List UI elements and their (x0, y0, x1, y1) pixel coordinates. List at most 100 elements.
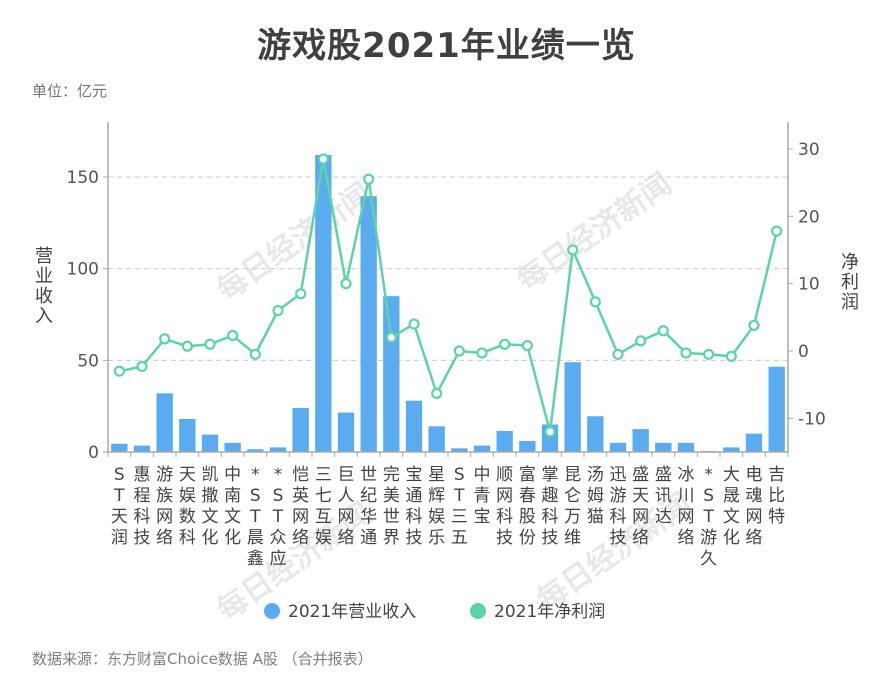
bar-revenue (292, 408, 309, 452)
x-tick-label: S T 三五 (451, 465, 468, 548)
bar-revenue (745, 433, 763, 452)
bar-revenue (383, 296, 400, 452)
y2-tick-label: 0 (798, 342, 809, 362)
gridlines (108, 176, 788, 361)
watermark-text: 每日经济新闻 (511, 166, 679, 298)
x-tick-label: 掌趣科技 (542, 465, 559, 548)
bar-revenue (337, 412, 355, 452)
bar-revenue (451, 448, 468, 452)
bar-revenue (587, 416, 604, 452)
x-tick-label: 昆仑万维 (564, 465, 581, 548)
bar-revenue (405, 400, 423, 452)
x-tick-label: 顺网科技 (496, 465, 513, 548)
point-net-profit (612, 348, 624, 360)
x-tick-label: 完美世界 (383, 465, 400, 548)
point-net-profit (272, 304, 284, 317)
point-net-profit (725, 350, 737, 362)
watermark-text: 每日经济新闻 (211, 176, 379, 308)
x-tick-label: 盛天网络 (632, 465, 649, 548)
y-tick-label: 150 (67, 168, 99, 188)
revenue-bars (111, 155, 785, 452)
legend: 2021年营业收入 2021年净利润 (264, 602, 605, 622)
x-tick-label: 惠程科技 (134, 465, 151, 548)
point-net-profit (431, 387, 443, 400)
x-tick-label: S T 天润 (111, 465, 128, 548)
bar-revenue (201, 434, 219, 452)
bar-revenue (133, 445, 151, 452)
point-net-profit (408, 318, 420, 330)
point-net-profit (748, 319, 760, 331)
point-net-profit (204, 338, 216, 350)
bar-revenue (269, 447, 287, 452)
point-net-profit (567, 244, 579, 256)
bar-revenue (111, 443, 128, 452)
point-net-profit (340, 278, 352, 290)
point-net-profit (363, 173, 375, 185)
y2-tick-label: 30 (798, 140, 820, 160)
y-tick-label: 0 (88, 443, 99, 463)
x-tick-label: 凯撒文化 (202, 465, 219, 548)
x-tick-label: 天娱数科 (179, 465, 196, 548)
x-tick-label: 恺英网络 (292, 465, 309, 548)
point-net-profit (181, 340, 193, 352)
x-tick-label: 宝通科技 (406, 465, 423, 548)
x-tick-label: 盛讯达 (655, 465, 672, 527)
bar-revenue (224, 442, 241, 452)
x-tick-label: 世纪华通 (360, 465, 377, 548)
point-net-profit (227, 329, 239, 342)
x-tick-label: 冰川网络 (678, 465, 695, 548)
x-tick-label: * S T 晨鑫 (247, 465, 264, 569)
x-tick-label: 大晟文化 (723, 465, 740, 548)
point-net-profit (635, 335, 647, 347)
x-tick-label: 富春股份 (519, 465, 536, 548)
bar-revenue (677, 442, 695, 452)
point-net-profit (476, 347, 488, 359)
source-note: 数据来源：东方财富Choice数据 A股 （合并报表） (32, 650, 373, 668)
bar-revenue (360, 196, 377, 452)
x-tick-label: 中青宝 (474, 465, 491, 527)
bar-revenue (156, 393, 173, 452)
y-tick-label: 50 (77, 351, 99, 371)
point-net-profit (703, 348, 715, 360)
bar-revenue (564, 362, 581, 452)
x-tick-label: 吉比特 (768, 465, 785, 527)
point-net-profit (136, 360, 148, 373)
point-net-profit (499, 338, 511, 350)
bar-revenue (519, 441, 536, 452)
point-net-profit (521, 339, 533, 352)
point-net-profit (295, 288, 307, 300)
y-axis-title: 营业收入 (35, 246, 53, 327)
point-net-profit (317, 153, 329, 165)
bar-revenue (632, 429, 649, 452)
x-tick-label: 巨人网络 (338, 465, 355, 548)
legend-label: 2021年净利润 (494, 602, 605, 622)
x-tick-label: 游族网络 (156, 465, 173, 548)
bar-revenue (428, 426, 445, 452)
x-tick-label: 中南文化 (224, 465, 241, 548)
profit-line (113, 153, 783, 438)
x-tick-label: 星辉娱乐 (428, 465, 445, 548)
axes: 0 50 100 150 -10 0 10 20 30 营业收入 净利润 (35, 122, 859, 463)
y2-axis-title: 净利润 (841, 252, 859, 313)
x-tick-label: * S T 众应 (270, 465, 287, 569)
bar-revenue (609, 442, 627, 452)
legend-label: 2021年营业收入 (288, 602, 416, 622)
y2-tick-label: 20 (798, 207, 820, 227)
bar-revenue (723, 447, 740, 452)
bar-revenue (473, 445, 491, 452)
x-tick-label: * S T 游久 (700, 465, 717, 569)
point-net-profit (453, 345, 465, 357)
line-net-profit (119, 158, 778, 433)
point-net-profit (771, 225, 783, 237)
x-tick-label: 三七互娱 (315, 465, 332, 548)
x-tick-label: 电魂网络 (746, 465, 763, 548)
x-tick-label: 汤姆猫 (587, 465, 604, 527)
bar-revenue (496, 430, 513, 452)
legend-marker (470, 603, 486, 619)
bar-revenue (247, 449, 264, 452)
unit-label: 单位：亿元 (32, 82, 108, 100)
point-net-profit (249, 348, 261, 360)
point-net-profit (159, 333, 171, 345)
